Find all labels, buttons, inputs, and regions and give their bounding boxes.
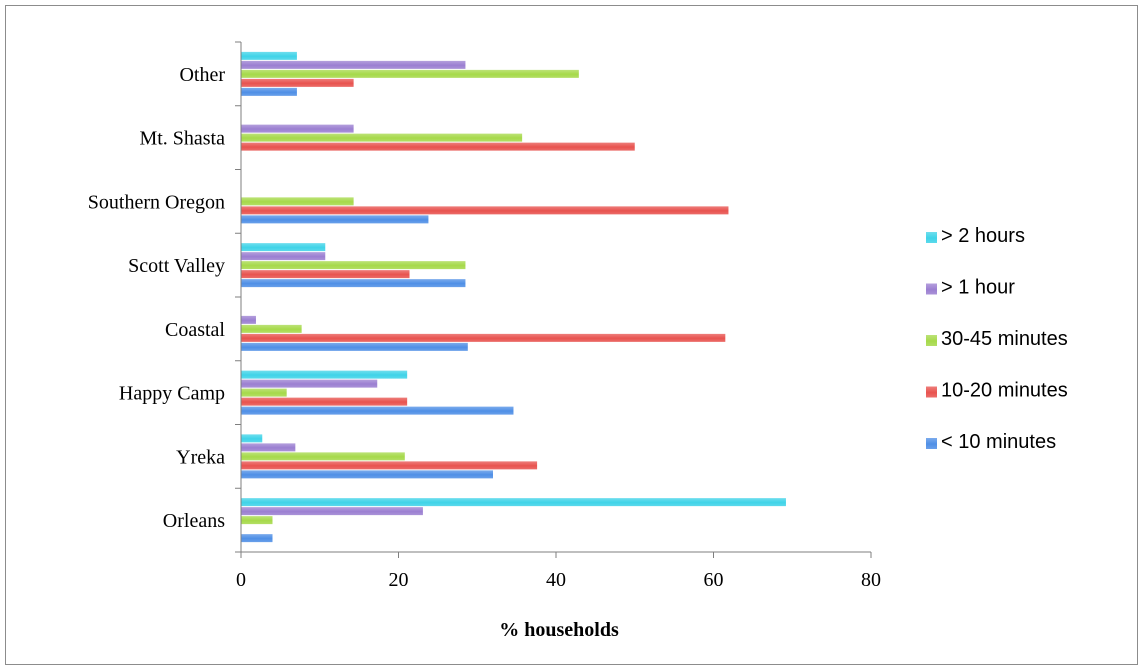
legend-swatch-1-hour bbox=[926, 283, 937, 295]
bar-orleans-30-45-minutes bbox=[241, 516, 273, 525]
legend: > 2 hours > 1 hour 30-45 minutes 10-20 minu… bbox=[926, 225, 1068, 453]
bar-scott-valley-2-hours bbox=[241, 243, 326, 252]
bar-coastal-30-45-minutes bbox=[241, 324, 302, 333]
category-label-happy-camp: Happy Camp bbox=[119, 383, 225, 405]
x-tick-label-20: 20 bbox=[389, 569, 409, 591]
bar-yreka-2-hours bbox=[241, 434, 263, 443]
legend-swatch-10-minutes bbox=[926, 438, 937, 449]
bar-yreka-10-minutes bbox=[241, 470, 493, 479]
labels-group: Orleans Yreka Happy Camp Coastal Scott Valle… bbox=[88, 64, 881, 641]
bar-coastal-10-minutes bbox=[241, 342, 468, 351]
x-tick-label-40: 40 bbox=[546, 569, 566, 591]
x-axis-title: % households bbox=[499, 619, 619, 641]
bar-happy-camp-10-minutes bbox=[241, 406, 514, 415]
bar-orleans-10-minutes bbox=[241, 534, 273, 543]
bar-scott-valley-10-minutes bbox=[241, 279, 466, 288]
bar-yreka-10-20-minutes bbox=[241, 461, 538, 470]
bar-coastal-10-20-minutes bbox=[241, 333, 726, 342]
legend-label-2-hours: > 2 hours bbox=[941, 225, 1025, 247]
bar-yreka-30-45-minutes bbox=[241, 452, 405, 461]
bar-scott-valley-1-hour bbox=[241, 252, 326, 261]
bar-orleans-1-hour bbox=[241, 507, 423, 516]
bar-coastal-1-hour bbox=[241, 315, 256, 324]
axes-group bbox=[235, 41, 872, 558]
chart-frame: Orleans Yreka Happy Camp Coastal Scott Valle… bbox=[5, 5, 1138, 665]
bars-group bbox=[241, 51, 786, 543]
bar-mt-shasta-10-20-minutes bbox=[241, 142, 635, 151]
bar-scott-valley-10-20-minutes bbox=[241, 270, 410, 279]
bar-mt-shasta-1-hour bbox=[241, 124, 354, 133]
category-label-coastal: Coastal bbox=[165, 319, 225, 341]
legend-swatch-2-hours bbox=[926, 232, 937, 243]
bar-happy-camp-2-hours bbox=[241, 370, 408, 379]
bar-scott-valley-30-45-minutes bbox=[241, 261, 466, 270]
category-label-yreka: Yreka bbox=[176, 446, 225, 468]
category-label-other: Other bbox=[179, 64, 225, 86]
bar-southern-oregon-30-45-minutes bbox=[241, 197, 354, 206]
bar-chart: Orleans Yreka Happy Camp Coastal Scott Valle… bbox=[88, 41, 1068, 641]
x-tick-label-80: 80 bbox=[861, 569, 881, 591]
bar-other-1-hour bbox=[241, 60, 466, 69]
bar-other-10-minutes bbox=[241, 87, 297, 96]
bar-southern-oregon-10-20-minutes bbox=[241, 206, 729, 215]
bar-mt-shasta-30-45-minutes bbox=[241, 133, 523, 142]
bar-other-30-45-minutes bbox=[241, 69, 579, 78]
bar-orleans-2-hours bbox=[241, 498, 786, 507]
legend-label-30-45-minutes: 30-45 minutes bbox=[941, 328, 1068, 350]
legend-label-10-minutes: < 10 minutes bbox=[941, 431, 1056, 453]
bar-happy-camp-10-20-minutes bbox=[241, 397, 408, 406]
category-label-orleans: Orleans bbox=[163, 510, 225, 532]
x-tick-label-0: 0 bbox=[236, 569, 246, 591]
bar-southern-oregon-10-minutes bbox=[241, 215, 429, 224]
category-label-southern-oregon: Southern Oregon bbox=[88, 191, 225, 213]
category-label-mt-shasta: Mt. Shasta bbox=[139, 128, 225, 150]
legend-swatch-30-45-minutes bbox=[926, 335, 937, 346]
legend-label-10-20-minutes: 10-20 minutes bbox=[941, 380, 1068, 402]
bar-other-10-20-minutes bbox=[241, 78, 354, 87]
bar-happy-camp-30-45-minutes bbox=[241, 388, 287, 397]
x-tick-label-60: 60 bbox=[704, 569, 724, 591]
bar-yreka-1-hour bbox=[241, 443, 296, 452]
legend-label-1-hour: > 1 hour bbox=[941, 277, 1015, 299]
legend-swatch-10-20-minutes bbox=[926, 386, 937, 398]
bar-other-2-hours bbox=[241, 51, 297, 60]
category-label-scott-valley: Scott Valley bbox=[128, 255, 225, 277]
bar-happy-camp-1-hour bbox=[241, 379, 378, 388]
